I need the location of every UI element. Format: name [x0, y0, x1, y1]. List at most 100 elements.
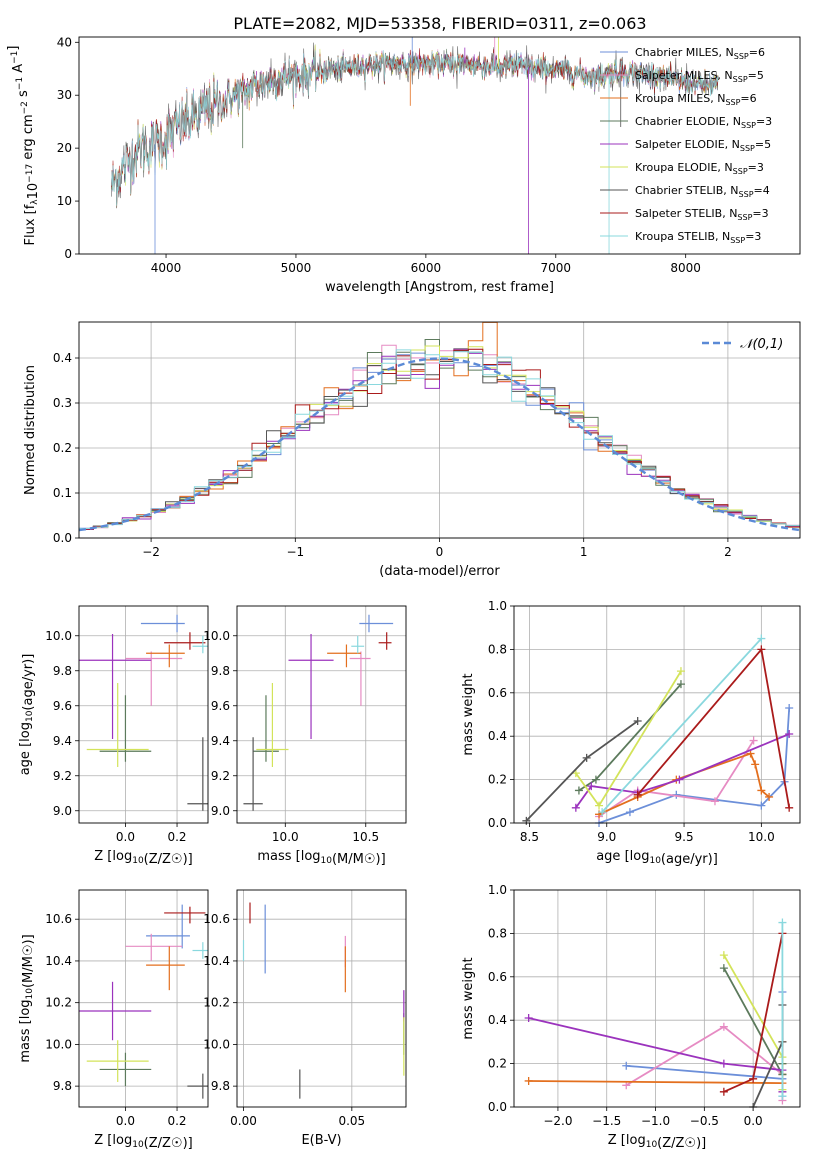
y-axis-label: age [log10(age/yr)]: [18, 654, 36, 776]
weight-marker: [719, 964, 728, 973]
legend-subscript: SSP: [739, 190, 754, 199]
legend-suffix: =3: [756, 115, 772, 128]
weight-marker: [749, 1074, 758, 1083]
y-axis-label: Normed distribution: [23, 365, 38, 495]
x-tick-label: 0.2: [167, 1114, 186, 1128]
axis-label-part: s: [16, 90, 31, 101]
axis-label-part: ]: [6, 46, 21, 51]
legend-subscript: SSP: [734, 52, 749, 61]
axis-label-part: mass weight: [461, 957, 476, 1039]
weight-marker: [765, 792, 774, 801]
weight-marker: [719, 1087, 728, 1096]
axis-label-part: E(B-V): [301, 1133, 341, 1148]
legend-subscript: SSP: [733, 167, 748, 176]
axis-label-part: log: [18, 999, 33, 1019]
axis-label-part: log: [626, 1133, 646, 1148]
y-tick-label: 10.0: [203, 629, 230, 643]
axis-label-part: Z [: [94, 1133, 112, 1148]
y-axis-label: mass weight: [461, 673, 476, 755]
y-tick-label: 0.0: [53, 531, 72, 545]
y-tick-label: 10.6: [203, 912, 230, 926]
y-tick-label: 40: [57, 35, 72, 49]
y-tick-label: 9.8: [211, 1079, 230, 1093]
y-tick-label: 1.0: [488, 599, 507, 613]
legend-subscript: SSP: [733, 75, 748, 84]
legend-subscript: SSP: [740, 144, 755, 153]
x-tick-label: 10.0: [272, 830, 299, 844]
weight-marker: [522, 816, 531, 825]
y-tick-label: 0.4: [488, 1013, 507, 1027]
y-tick-label: 9.4: [53, 734, 72, 748]
axis-label-part: log: [112, 849, 132, 864]
y-tick-label: 10.0: [203, 1037, 230, 1051]
y-tick-label: 9.8: [53, 664, 72, 678]
axis-label-part: age [: [596, 849, 629, 864]
axis-label-part: log: [301, 849, 321, 864]
y-tick-label: 10.2: [45, 996, 72, 1010]
axis-label-part: A: [11, 64, 26, 77]
y-tick-label: 20: [57, 141, 72, 155]
y-tick-label: 9.2: [53, 769, 72, 783]
y-tick-label: 10.4: [45, 954, 72, 968]
legend-suffix: =5: [755, 138, 771, 151]
y-tick-label: 10: [57, 194, 72, 208]
age-vs-mass-panel: 10.0 10.5 9.0 9.2 9.4 9.6 9.8 10.0 mass [log10(M…: [203, 605, 407, 867]
x-tick-label: −1.0: [641, 1114, 670, 1128]
axis-label-subscript: 10: [25, 988, 35, 1000]
x-axis-label: mass [log10(M/M☉)]: [257, 849, 385, 867]
weight-marker: [710, 797, 719, 806]
x-tick-label: 0.0: [116, 830, 135, 844]
y-axis-label: mass weight: [461, 957, 476, 1039]
mass-vs-EBV-panel: 0.00 0.05 9.8 10.0 10.2 10.4 10.6 E(B-V): [203, 889, 407, 1148]
legend-text: Kroupa STELIB, N: [635, 230, 730, 243]
x-tick-label: 7000: [540, 261, 571, 275]
y-tick-label: 0.1: [53, 486, 72, 500]
spectrum-line: [111, 42, 719, 209]
weight-marker: [571, 803, 580, 812]
legend-subscript: SSP: [730, 236, 745, 245]
y-tick-label: 10.4: [203, 954, 230, 968]
weight-series-line: [598, 740, 755, 818]
axis-label-part: (Z/Z☉)]: [144, 1136, 193, 1151]
legend-suffix: =6: [749, 46, 765, 59]
legend-label: Kroupa MILES, NSSP=6: [635, 92, 757, 107]
x-tick-label: 2: [724, 545, 732, 559]
y-tick-label: 30: [57, 88, 72, 102]
histogram-series: [79, 349, 800, 532]
y-tick-label: 10.2: [203, 996, 230, 1010]
axis-label-part: age [: [18, 742, 33, 775]
legend-text: Salpeter STELIB, N: [635, 207, 737, 220]
axis-label-part: (age/yr)]: [661, 852, 718, 867]
weight-marker: [778, 918, 787, 927]
axis-label-subscript: 10: [321, 856, 333, 866]
x-tick-label: 4000: [151, 261, 182, 275]
axis-label-part: wavelength [Angstrom, rest frame]: [325, 280, 554, 295]
axis-label-part: (Z/Z☉)]: [144, 852, 193, 867]
x-tick-label: 0.2: [167, 830, 186, 844]
y-tick-label: 0.0: [488, 816, 507, 830]
weight-series-line: [601, 637, 763, 813]
legend-suffix: =3: [745, 230, 761, 243]
weight-marker: [598, 808, 607, 817]
x-tick-label: −1.5: [592, 1114, 621, 1128]
normal-curve: [79, 357, 800, 532]
legend-label: Salpeter STELIB, NSSP=3: [635, 207, 769, 222]
x-tick-label: 5000: [281, 261, 312, 275]
x-axis-label: E(B-V): [301, 1133, 341, 1148]
y-tick-label: 10.6: [45, 912, 72, 926]
axis-label-part: Z [: [94, 849, 112, 864]
weight-marker: [719, 1059, 728, 1068]
y-tick-label: 0.8: [488, 642, 507, 656]
axis-label-part: (M/M☉)]: [332, 852, 386, 867]
axis-label-part: −2: [20, 101, 30, 114]
legend-subscript: SSP: [741, 121, 756, 130]
axis-label-part: log: [112, 1133, 132, 1148]
legend-label: 𝒩(0,1): [740, 337, 783, 352]
x-axis-label: Z [log10(Z/Z☉)]: [608, 1133, 706, 1151]
weight-marker: [676, 680, 685, 689]
plot-frame: [513, 605, 801, 824]
plot-frame: [236, 605, 407, 824]
axis-label-part: −1: [15, 77, 25, 90]
legend-suffix: =3: [748, 161, 764, 174]
x-tick-label: 0.05: [338, 1114, 365, 1128]
